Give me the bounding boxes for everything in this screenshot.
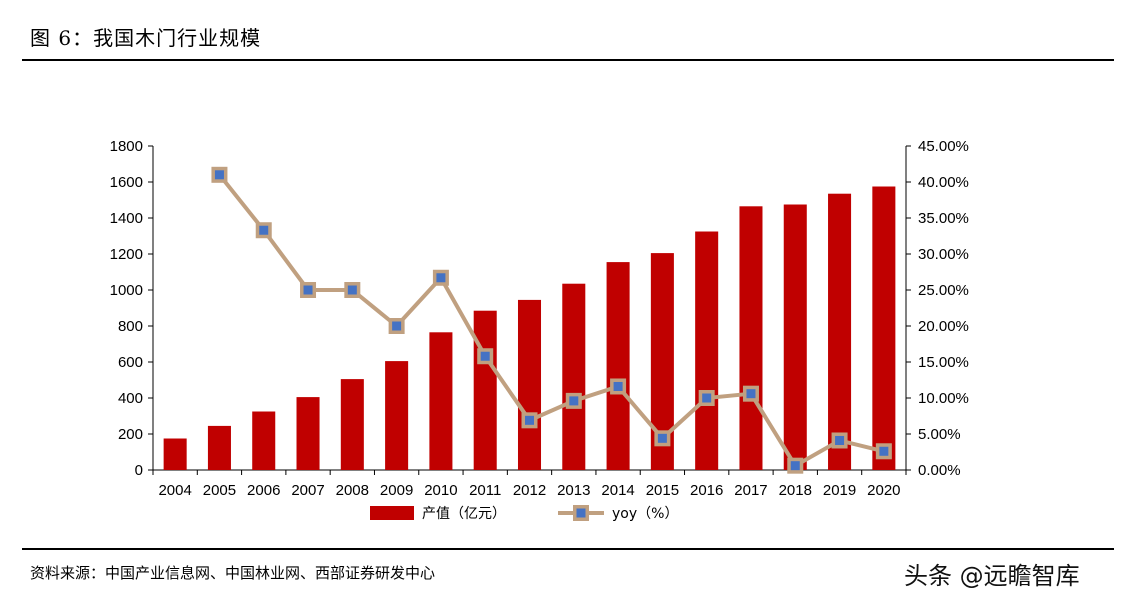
right-tick-label: 45.00% <box>918 138 969 155</box>
right-tick-label: 10.00% <box>918 390 969 407</box>
yoy-marker <box>746 389 756 399</box>
yoy-marker <box>702 393 712 403</box>
x-tick-label: 2015 <box>646 482 679 499</box>
x-tick-label: 2011 <box>469 482 501 499</box>
legend-line-marker <box>576 508 586 518</box>
left-tick-label: 1200 <box>110 246 143 263</box>
bar <box>562 283 586 470</box>
bar <box>739 206 763 471</box>
yoy-marker <box>569 396 579 406</box>
right-tick-label: 30.00% <box>918 246 969 263</box>
left-tick-label: 1600 <box>110 174 143 191</box>
left-tick-label: 1800 <box>110 138 143 155</box>
x-tick-label: 2012 <box>513 482 546 499</box>
x-tick-label: 2006 <box>247 482 280 499</box>
x-tick-label: 2013 <box>557 482 590 499</box>
left-tick-label: 1000 <box>110 282 143 299</box>
bar <box>828 193 852 470</box>
x-tick-label: 2017 <box>734 482 767 499</box>
bar <box>872 186 896 470</box>
bar <box>695 231 719 470</box>
right-tick-label: 15.00% <box>918 354 969 371</box>
left-tick-label: 400 <box>118 390 143 407</box>
right-tick-label: 20.00% <box>918 318 969 335</box>
bar <box>429 332 453 470</box>
left-tick-label: 800 <box>118 318 143 335</box>
legend-bar-label: 产值（亿元） <box>422 506 506 522</box>
source-note: 资料来源：中国产业信息网、中国林业网、西部证券研发中心 <box>30 564 436 582</box>
yoy-marker <box>613 381 623 391</box>
x-tick-label: 2009 <box>380 482 413 499</box>
right-tick-label: 25.00% <box>918 282 969 299</box>
yoy-marker <box>259 225 269 235</box>
yoy-marker <box>790 461 800 471</box>
x-tick-label: 2019 <box>823 482 856 499</box>
yoy-marker <box>657 433 667 443</box>
bar <box>650 253 674 470</box>
right-tick-label: 5.00% <box>918 426 961 443</box>
x-tick-label: 2018 <box>779 482 812 499</box>
legend-line-label: yoy（%） <box>612 506 678 522</box>
watermark: 头条 @远瞻智库 <box>904 562 1080 590</box>
bar <box>252 411 276 470</box>
yoy-marker <box>436 273 446 283</box>
x-tick-label: 2014 <box>601 482 634 499</box>
right-tick-label: 40.00% <box>918 174 969 191</box>
left-tick-label: 600 <box>118 354 143 371</box>
x-tick-label: 2007 <box>291 482 324 499</box>
x-tick-label: 2010 <box>424 482 457 499</box>
left-tick-label: 0 <box>135 462 143 479</box>
x-tick-label: 2020 <box>867 482 900 499</box>
yoy-marker <box>525 415 534 425</box>
yoy-marker <box>835 435 845 445</box>
figure-title: 图 6：我国木门行业规模 <box>30 26 262 50</box>
bar <box>385 361 409 470</box>
bar <box>517 299 542 470</box>
x-tick-label: 2004 <box>158 482 191 499</box>
right-tick-label: 0.00% <box>918 462 961 479</box>
yoy-marker <box>214 170 224 180</box>
x-tick-label: 2005 <box>203 482 236 499</box>
bar <box>340 379 364 470</box>
x-tick-label: 2016 <box>690 482 723 499</box>
yoy-marker <box>347 285 357 295</box>
yoy-marker <box>480 351 490 361</box>
bar <box>296 397 320 470</box>
x-tick-label: 2008 <box>336 482 369 499</box>
bar <box>783 204 807 470</box>
bar <box>473 310 497 470</box>
legend-bar-swatch <box>370 506 414 520</box>
bar <box>163 438 187 470</box>
yoy-line <box>217 173 885 469</box>
bar <box>207 425 231 470</box>
top-rule <box>22 59 1114 61</box>
yoy-marker <box>303 285 313 295</box>
bottom-rule <box>22 548 1114 550</box>
right-tick-label: 35.00% <box>918 210 969 227</box>
left-tick-label: 1400 <box>110 210 143 227</box>
bar <box>606 262 630 470</box>
left-tick-label: 200 <box>118 426 143 443</box>
yoy-marker <box>392 321 402 331</box>
yoy-marker <box>879 446 889 456</box>
